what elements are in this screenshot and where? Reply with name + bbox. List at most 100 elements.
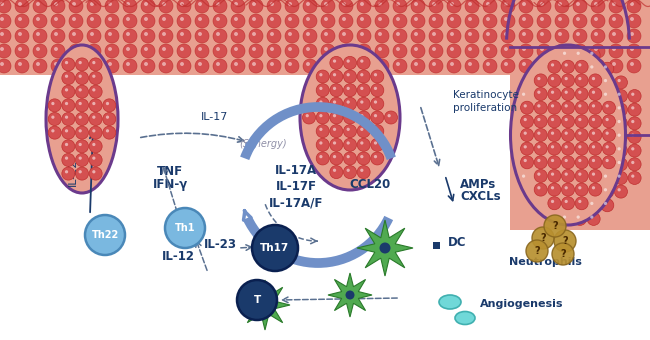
Circle shape <box>159 44 173 58</box>
Circle shape <box>159 14 173 28</box>
Circle shape <box>330 152 343 165</box>
Circle shape <box>577 216 580 219</box>
Circle shape <box>36 32 40 36</box>
Circle shape <box>558 32 562 36</box>
Circle shape <box>483 29 497 43</box>
Circle shape <box>360 169 363 172</box>
Circle shape <box>303 59 317 73</box>
Circle shape <box>604 65 607 69</box>
Circle shape <box>429 44 443 58</box>
Ellipse shape <box>46 45 118 193</box>
Circle shape <box>79 156 82 160</box>
Ellipse shape <box>510 45 625 225</box>
Circle shape <box>393 0 407 13</box>
Circle shape <box>330 125 343 138</box>
Circle shape <box>360 62 364 66</box>
Circle shape <box>603 115 616 128</box>
Circle shape <box>538 90 541 94</box>
Circle shape <box>575 101 588 114</box>
Circle shape <box>540 62 544 66</box>
Circle shape <box>429 29 443 43</box>
Circle shape <box>631 147 634 151</box>
Circle shape <box>573 44 587 58</box>
Circle shape <box>177 14 191 28</box>
Circle shape <box>105 29 119 43</box>
Circle shape <box>601 171 614 184</box>
Circle shape <box>549 120 552 123</box>
Circle shape <box>592 186 595 189</box>
Circle shape <box>562 88 575 101</box>
Circle shape <box>33 0 47 13</box>
Circle shape <box>106 129 109 133</box>
Circle shape <box>575 60 588 73</box>
Text: IL-17: IL-17 <box>202 112 229 122</box>
Circle shape <box>465 29 479 43</box>
Circle shape <box>429 14 443 28</box>
Circle shape <box>90 47 94 51</box>
Circle shape <box>522 134 525 137</box>
Circle shape <box>483 44 497 58</box>
Circle shape <box>360 141 363 144</box>
Circle shape <box>575 88 588 101</box>
Circle shape <box>357 166 370 178</box>
Circle shape <box>618 174 621 178</box>
Circle shape <box>346 73 350 76</box>
Circle shape <box>560 131 573 143</box>
Circle shape <box>594 47 598 51</box>
Circle shape <box>560 103 573 116</box>
Circle shape <box>216 17 220 21</box>
Circle shape <box>587 199 600 212</box>
Circle shape <box>577 202 580 205</box>
Circle shape <box>237 280 277 320</box>
Circle shape <box>592 132 595 135</box>
Circle shape <box>144 32 148 36</box>
Circle shape <box>285 44 299 58</box>
Circle shape <box>414 2 418 6</box>
Circle shape <box>216 32 220 36</box>
Circle shape <box>0 47 4 51</box>
Circle shape <box>601 76 614 89</box>
Circle shape <box>343 84 356 97</box>
Circle shape <box>105 44 119 58</box>
Circle shape <box>92 116 96 119</box>
Circle shape <box>631 134 634 137</box>
Circle shape <box>604 134 607 137</box>
Circle shape <box>177 59 191 73</box>
Circle shape <box>343 138 356 151</box>
Circle shape <box>618 120 621 123</box>
Circle shape <box>89 140 102 153</box>
Circle shape <box>18 32 22 36</box>
Circle shape <box>319 141 322 144</box>
Circle shape <box>198 2 202 6</box>
Circle shape <box>123 14 137 28</box>
Circle shape <box>306 2 310 6</box>
Circle shape <box>198 62 202 66</box>
Circle shape <box>123 59 137 73</box>
Bar <box>510 45 650 230</box>
Circle shape <box>343 166 356 178</box>
Circle shape <box>15 44 29 58</box>
Circle shape <box>89 153 102 167</box>
Circle shape <box>432 2 436 6</box>
Circle shape <box>89 113 102 125</box>
Circle shape <box>565 77 568 80</box>
Circle shape <box>65 102 68 105</box>
Circle shape <box>576 17 580 21</box>
Text: IL-22: IL-22 <box>68 158 78 186</box>
Circle shape <box>606 145 609 149</box>
Circle shape <box>592 90 595 94</box>
Circle shape <box>123 0 137 13</box>
Circle shape <box>560 158 573 171</box>
Circle shape <box>591 29 605 43</box>
Circle shape <box>249 29 263 43</box>
Circle shape <box>333 59 336 63</box>
Circle shape <box>536 92 539 96</box>
Circle shape <box>324 2 328 6</box>
Circle shape <box>565 159 568 162</box>
Circle shape <box>411 59 425 73</box>
Circle shape <box>319 73 322 76</box>
Circle shape <box>562 183 575 196</box>
Circle shape <box>548 142 561 155</box>
Circle shape <box>536 79 539 82</box>
Circle shape <box>75 140 88 153</box>
